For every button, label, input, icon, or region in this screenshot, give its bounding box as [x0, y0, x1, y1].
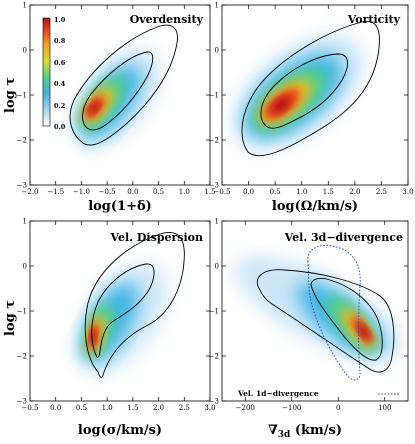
y-tick-label: −2: [17, 137, 27, 145]
panel-vorticity: Vorticity log(Ω/km/s) −0.5 0.0 0.5 1.0 1.5 2.…: [209, 2, 414, 215]
contour-inner-vel-dispersion: [91, 263, 155, 358]
x-tick-label: −1.5: [47, 188, 64, 196]
colorbar-tick-2: 0.8: [54, 37, 66, 45]
y-tick-label: −2: [17, 353, 27, 361]
x-tick-label: −100: [282, 404, 301, 412]
contour-outer-vel-3d-divergence: [256, 269, 395, 373]
panel-title-overdensity: Overdensity: [130, 13, 204, 26]
x-tick-label: 1.5: [204, 188, 215, 196]
x-tick-label: −2.0: [22, 188, 39, 196]
y-tick-label: 1: [23, 218, 27, 226]
x-tick-label: 100: [378, 404, 391, 412]
density-map-vel-3d-divergence: [235, 256, 401, 360]
colorbar-tick-4: 0.4: [54, 80, 66, 88]
colorbar-gradient: [42, 17, 51, 127]
y-tick-label: −2: [209, 353, 219, 361]
x-tick-label: 1.0: [102, 404, 113, 412]
panel-title-vorticity: Vorticity: [347, 13, 401, 26]
x-tick-label: −1.0: [73, 188, 90, 196]
density-map-vel-dispersion: [76, 263, 168, 373]
x-tick-label: 3.0: [402, 188, 413, 196]
x-axis-label-vel-dispersion: log(σ/km/s): [78, 423, 162, 438]
y-tick-label: −2: [209, 137, 219, 145]
contour-inner-overdensity: [82, 51, 154, 131]
y-tick-label: −3: [17, 398, 27, 406]
colorbar-tick-1: 1.0: [54, 16, 66, 24]
x-tick-label: 0.0: [243, 188, 254, 196]
density-map-overdensity: [75, 48, 161, 148]
legend-vel-1d-divergence: Vel. 1d−divergence: [237, 389, 400, 398]
tick-labels-overdensity: −2.0 −1.5 −1.0 −0.5 0.0 0.5 1.0 1.5−3−2−101: [17, 2, 216, 197]
x-tick-label: 3.0: [204, 404, 215, 412]
x-tick-label: 1.5: [323, 188, 334, 196]
y-axis-label-top: log τ: [3, 77, 18, 113]
x-tick-label: 2.0: [349, 188, 360, 196]
y-axis-label-bottom: log τ: [3, 300, 18, 336]
x-axis-label-vel-3d-divergence: ∇3d (km/s): [268, 423, 342, 440]
x-tick-label: −0.5: [99, 188, 116, 196]
x-tick-label: 2.5: [179, 404, 190, 412]
tick-labels-vel-3d-divergence: −200 −100 0 100 −3 −2 −1 0 1: [209, 218, 408, 412]
contour-outer-vorticity: [241, 20, 380, 157]
x-tick-label: 1.0: [296, 188, 307, 196]
colorbar-tick-6: 0.0: [54, 123, 66, 131]
contour-inner-vel-3d-divergence: [310, 277, 383, 361]
x-tick-label: 0.5: [76, 404, 87, 412]
tick-labels-vel-dispersion: −0.5 0.0 0.5 1.0 1.5 2.0 2.5 3.0−3−2−101: [17, 218, 216, 413]
contour-inner-vorticity: [260, 53, 348, 129]
y-tick-label: −1: [209, 92, 219, 100]
x-tick-label: 1.5: [127, 404, 138, 412]
y-tick-label: 1: [215, 2, 219, 10]
y-tick-label: 0: [23, 47, 27, 55]
y-tick-label: −3: [209, 398, 219, 406]
y-tick-label: −3: [209, 182, 219, 190]
x-tick-label: 0.0: [127, 188, 138, 196]
tick-labels-vorticity: −0.5 0.0 0.5 1.0 1.5 2.0 2.5 3.0 −3 −2 −1 0 1: [209, 2, 414, 197]
panel-overdensity: Overdensity 1.0 0.8 0.6 0.4 0.2 0.0 log(…: [3, 2, 216, 215]
contour-outer-overdensity: [69, 24, 178, 146]
y-tick-label: −1: [17, 92, 27, 100]
x-tick-label: 0.5: [270, 188, 281, 196]
y-tick-label: 1: [215, 218, 219, 226]
x-tick-label: 0.0: [50, 404, 61, 412]
contour-vel-1d-divergence: [307, 245, 361, 381]
x-tick-label: −0.5: [214, 188, 231, 196]
panel-vel-3d-divergence: Vel. 3d−divergence Vel. 1d−divergence ∇3…: [209, 218, 409, 440]
panel-title-vel-dispersion: Vel. Dispersion: [110, 231, 203, 244]
colorbar-tick-3: 0.6: [54, 59, 66, 67]
x-tick-label: −200: [236, 404, 255, 412]
contour-outer-vel-dispersion: [84, 232, 185, 378]
x-axis-label-overdensity: log(1+δ): [88, 199, 152, 214]
panel-vel-dispersion: Vel. Dispersion log(σ/km/s) log τ −0.5 0.…: [3, 218, 216, 439]
x-tick-label: 1.0: [179, 188, 190, 196]
colorbar-tick-5: 0.2: [54, 102, 65, 110]
legend-label-vel-1d-divergence: Vel. 1d−divergence: [237, 389, 319, 398]
y-tick-label: 0: [23, 263, 27, 271]
y-tick-label: 0: [215, 47, 219, 55]
x-tick-label: 0: [336, 404, 340, 412]
y-tick-label: −1: [209, 308, 219, 316]
panel-title-vel-3d-divergence: Vel. 3d−divergence: [284, 231, 403, 244]
x-tick-label: −0.5: [22, 404, 39, 412]
colorbar: 1.0 0.8 0.6 0.4 0.2 0.0: [42, 16, 66, 131]
x-tick-label: 2.5: [376, 188, 387, 196]
y-tick-label: 1: [23, 2, 27, 10]
density-map-vorticity: [233, 35, 363, 149]
y-tick-label: −3: [17, 182, 27, 190]
y-tick-label: 0: [215, 263, 219, 271]
x-axis-label-vorticity: log(Ω/km/s): [272, 199, 358, 214]
x-tick-label: 2.0: [153, 404, 164, 412]
x-tick-label: 0.5: [153, 188, 164, 196]
y-tick-label: −1: [17, 308, 27, 316]
